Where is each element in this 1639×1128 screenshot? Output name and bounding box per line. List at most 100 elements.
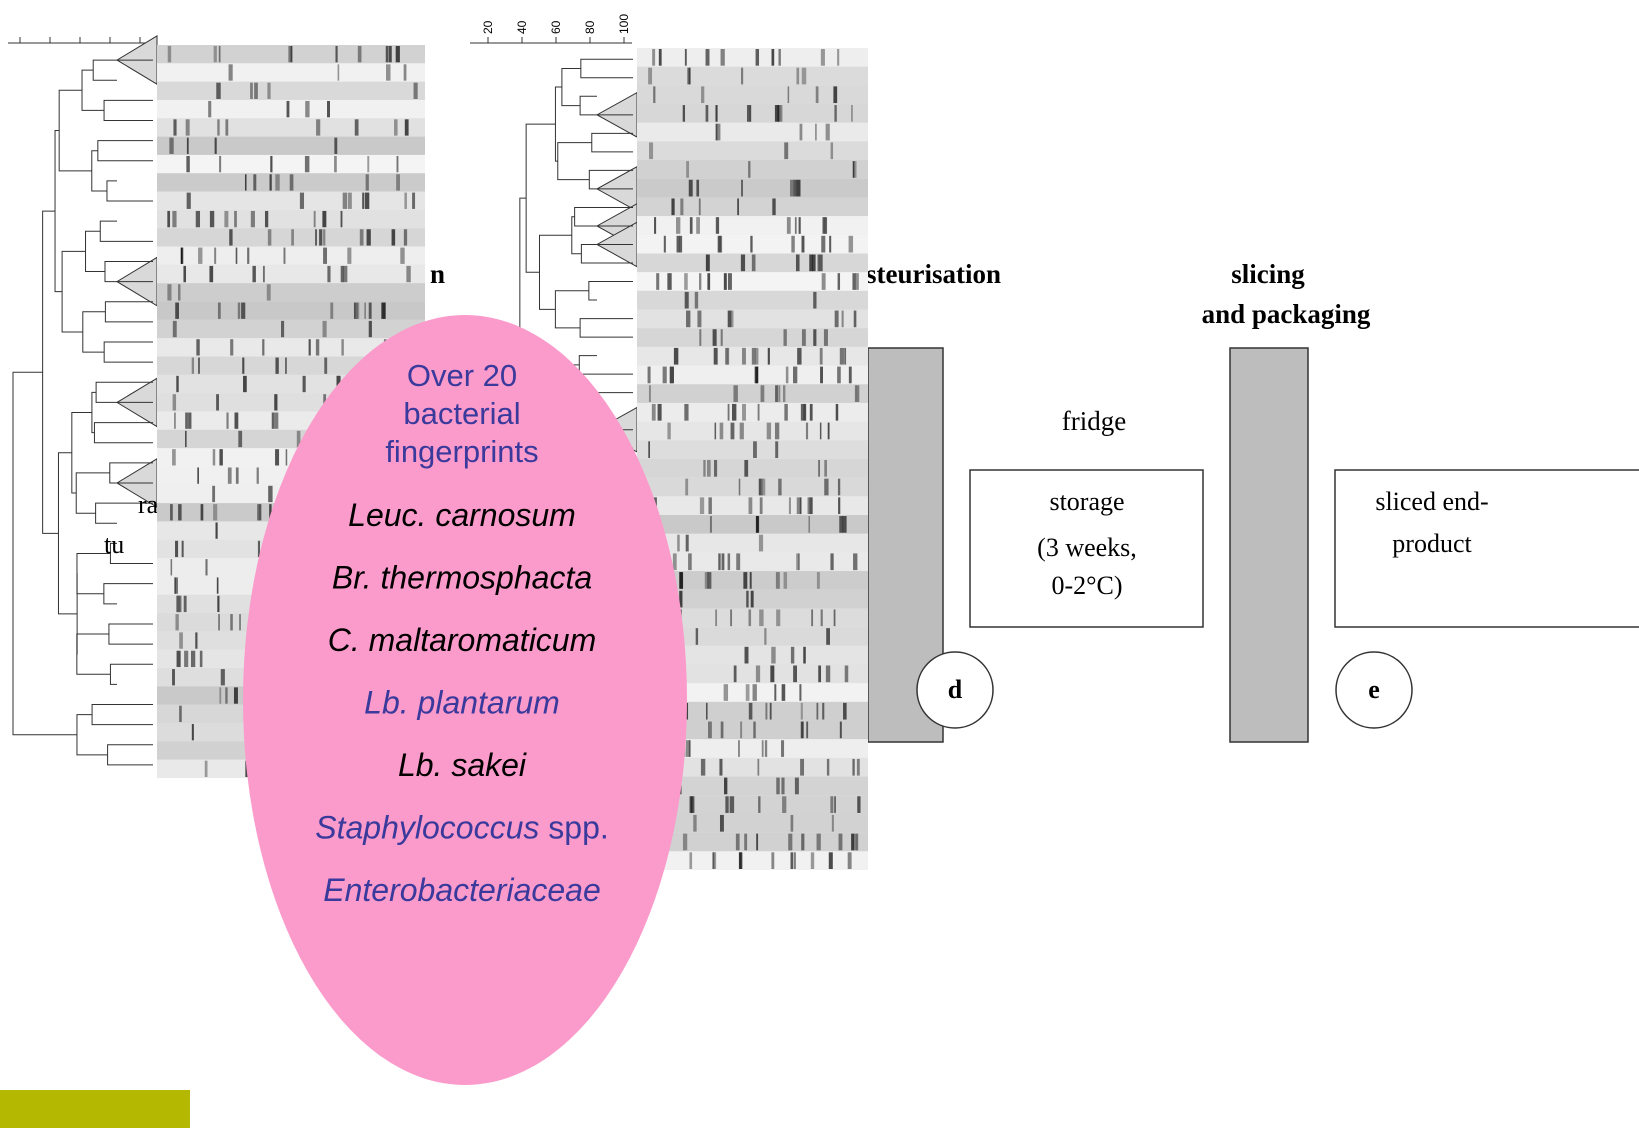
- gel-band: [742, 404, 746, 421]
- gel-lane: [637, 310, 868, 329]
- gel-band: [803, 647, 805, 664]
- gel-band: [746, 591, 748, 608]
- gel-band: [406, 266, 410, 282]
- fragment-text: tu: [104, 530, 124, 559]
- gel-band: [707, 460, 711, 477]
- dendrogram-branch: [94, 423, 153, 443]
- gel-band: [327, 101, 330, 117]
- gel-band: [795, 217, 797, 234]
- gel-band: [693, 815, 696, 832]
- gel-band: [209, 266, 213, 282]
- gel-band: [677, 236, 680, 253]
- gel-band: [267, 284, 271, 300]
- gel-band: [796, 255, 800, 272]
- marker-label: d: [948, 675, 963, 704]
- gel-band: [770, 666, 774, 683]
- gel-band: [272, 413, 274, 429]
- slide: { "dendrogram_right_ticks": ["20", "40",…: [0, 0, 1639, 1128]
- gel-lane: [637, 515, 868, 534]
- dendrogram-branch: [62, 251, 85, 332]
- gel-band: [752, 255, 756, 272]
- gel-band: [324, 358, 327, 374]
- dendrogram-branch: [43, 211, 59, 533]
- gel-band: [718, 553, 720, 570]
- gel-band: [364, 303, 366, 319]
- fragment-text: ra: [138, 490, 159, 519]
- gel-band: [314, 211, 316, 227]
- gel-band: [169, 138, 173, 154]
- gel-band: [789, 497, 791, 514]
- scale-label: 60: [549, 20, 563, 34]
- gel-band: [274, 413, 278, 429]
- gel-band: [196, 211, 200, 227]
- species-name: Leuc. carnosum: [348, 497, 576, 533]
- marker-label: e: [1368, 675, 1380, 704]
- gel-band: [740, 722, 742, 739]
- gel-band: [801, 722, 803, 739]
- gel-band: [725, 348, 729, 365]
- gel-band: [843, 703, 847, 720]
- gel-band: [817, 572, 820, 589]
- gel-band: [781, 105, 783, 122]
- gel-band: [178, 504, 181, 520]
- gel-band: [844, 348, 846, 365]
- gel-band: [355, 119, 359, 135]
- gel-band: [762, 740, 764, 757]
- scale-label: 80: [583, 20, 597, 34]
- gel-band: [242, 358, 244, 374]
- scale-label: 20: [481, 20, 495, 34]
- gel-band: [703, 460, 705, 477]
- gel-band: [688, 553, 690, 570]
- gel-band: [275, 449, 279, 465]
- gel-band: [173, 394, 176, 410]
- gel-band: [857, 385, 859, 402]
- gel-band: [286, 449, 288, 465]
- gel-band: [201, 504, 204, 520]
- gel-band: [701, 86, 704, 103]
- gel-band: [740, 423, 744, 440]
- dendrogram-branch: [92, 151, 107, 191]
- gel-band: [257, 504, 259, 520]
- gel-band: [648, 68, 652, 85]
- gel-band: [358, 46, 362, 62]
- gel-band: [309, 339, 311, 355]
- gel-lane: [637, 851, 868, 870]
- dendrogram-branch: [572, 217, 582, 254]
- gel-band: [839, 516, 843, 533]
- gel-band: [811, 852, 814, 869]
- gel-band: [305, 101, 309, 117]
- step-title: steurisation: [866, 259, 1001, 289]
- gel-band: [687, 68, 690, 85]
- gel-lane: [637, 48, 868, 67]
- gel-band: [689, 852, 692, 869]
- dendrogram-branch: [92, 705, 153, 725]
- gel-band: [236, 467, 239, 483]
- gel-band: [323, 229, 325, 245]
- gel-band: [238, 431, 242, 447]
- dendrogram-branch: [13, 372, 77, 735]
- gel-band: [728, 311, 732, 328]
- gel-band: [686, 161, 689, 178]
- gel-band: [761, 385, 765, 402]
- step-title: and packaging: [1202, 299, 1371, 329]
- gel-band: [184, 651, 188, 667]
- gel-lane: [157, 247, 425, 265]
- gel-band: [259, 504, 262, 520]
- gel-band: [713, 329, 717, 346]
- gel-band: [252, 266, 255, 282]
- gel-band: [167, 211, 170, 227]
- gel-band: [708, 497, 711, 514]
- gel-band: [744, 460, 748, 477]
- gel-band: [316, 119, 320, 135]
- gel-band: [689, 180, 693, 197]
- gel-band: [837, 49, 839, 66]
- gel-band: [749, 497, 753, 514]
- gel-lane: [637, 440, 868, 459]
- gel-band: [750, 236, 752, 253]
- gel-band: [696, 217, 700, 234]
- gel-band: [772, 49, 775, 66]
- gel-band: [791, 647, 794, 664]
- gel-band: [192, 358, 194, 374]
- gel-band: [663, 367, 667, 384]
- gel-band: [826, 124, 830, 141]
